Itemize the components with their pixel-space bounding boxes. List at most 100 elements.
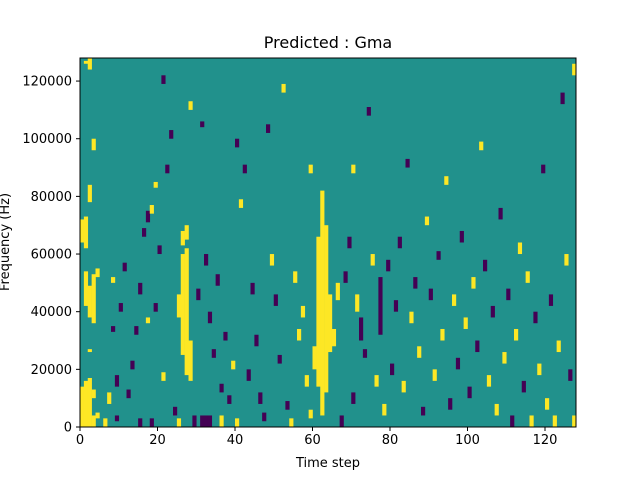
heatmap-cell (223, 331, 228, 341)
heatmap-cell (452, 294, 457, 306)
heatmap-cell (343, 271, 348, 283)
heatmap-cell (157, 245, 162, 255)
heatmap-cell (486, 375, 492, 387)
heatmap-cell (204, 254, 209, 266)
heatmap-cell (568, 369, 573, 381)
heatmap-cell (211, 349, 216, 358)
x-axis: 0 20 40 60 80 100 120 (76, 427, 557, 448)
heatmap-cell (83, 380, 89, 428)
heatmap-cell (266, 124, 271, 133)
heatmap-cell (219, 383, 224, 393)
heatmap-cell (436, 251, 441, 260)
x-tick-label: 0 (76, 433, 84, 448)
plot-frame (79, 57, 577, 428)
heatmap-cell (83, 271, 89, 306)
heatmap-cell (188, 340, 193, 381)
heatmap-cell (138, 282, 143, 295)
heatmap-cell (103, 418, 108, 427)
heatmap-cell (316, 236, 321, 387)
heatmap-cell (111, 326, 116, 332)
heatmap-cell (428, 288, 433, 301)
heatmap-cell (87, 58, 92, 70)
heatmap-cell (95, 412, 100, 419)
heatmap-cell (153, 181, 158, 188)
heatmap-cell (494, 403, 499, 416)
heatmap-cell (572, 415, 577, 427)
heatmap-cell (169, 130, 174, 139)
heatmap-cell (238, 199, 244, 208)
heatmap-cell (134, 326, 139, 335)
heatmap-cell (413, 277, 418, 289)
heatmap-cell (506, 288, 511, 301)
heatmap-cell (328, 294, 333, 353)
heatmap-cell (300, 305, 306, 318)
heatmap-cell (459, 230, 464, 243)
heatmap-cell (87, 184, 92, 203)
y-tick-label: 0 (64, 421, 72, 436)
heatmap-cell (273, 294, 278, 306)
heatmap-cell (130, 360, 135, 370)
y-tick-label: 80000 (31, 190, 72, 205)
heatmap-cell (87, 377, 92, 427)
heatmap-cell (289, 418, 294, 427)
heatmap-cell (378, 277, 383, 335)
heatmap-cell (440, 328, 445, 341)
heatmap-cell (285, 401, 290, 410)
heatmap-cell (393, 300, 399, 312)
heatmap-cell (149, 418, 154, 427)
heatmap-cell (335, 282, 340, 301)
heatmap-cell (91, 415, 96, 427)
heatmap-cell (184, 225, 189, 240)
heatmap-cell (483, 259, 488, 272)
heatmap-cell (176, 294, 182, 318)
y-tick-label: 20000 (31, 363, 72, 378)
heatmap-cell (362, 349, 368, 358)
heatmap-cell (514, 328, 519, 341)
y-axis-label: Frequency (Hz) (0, 193, 13, 291)
heatmap-cell (548, 294, 554, 306)
heatmap-cell (138, 418, 143, 427)
heatmap-cell (192, 415, 197, 427)
heatmap-cell (529, 415, 534, 427)
heatmap-cell (533, 311, 538, 324)
heatmap-cell (386, 259, 391, 272)
heatmap-cell (118, 303, 123, 312)
heatmap-cell (161, 75, 166, 84)
heatmap-cell (351, 392, 356, 404)
heatmap-cell (80, 219, 85, 243)
heatmap-cell (320, 190, 325, 416)
heatmap-cell (463, 317, 468, 329)
heatmap-cell (235, 138, 240, 148)
heatmap-cell (521, 380, 526, 393)
heatmap-cell (149, 205, 154, 214)
x-tick-label: 20 (149, 433, 166, 448)
heatmap-cell (475, 340, 480, 353)
x-tick-label: 60 (304, 433, 321, 448)
y-tick-label: 120000 (22, 75, 72, 90)
heatmap-cell (161, 372, 166, 381)
heatmap-cell (479, 141, 484, 151)
heatmap-cell (200, 121, 205, 128)
heatmap-cell (231, 360, 236, 370)
heatmap-cell (545, 398, 550, 410)
heatmap-cell (366, 107, 371, 116)
x-tick-label: 100 (455, 433, 480, 448)
heatmap-cell (277, 354, 282, 364)
heatmap-cell (397, 236, 402, 249)
heatmap-cell (142, 228, 147, 237)
heatmap-cell (374, 375, 379, 387)
y-tick-label: 100000 (22, 132, 72, 147)
heatmap-cell (444, 176, 449, 185)
heatmap-cell (471, 277, 476, 289)
heatmap-cell (114, 375, 120, 387)
heatmap-cell (83, 216, 89, 249)
heatmap-cell (87, 349, 92, 353)
heatmap-cell (269, 254, 275, 266)
heatmap-cell (421, 406, 426, 416)
heatmap-cell (242, 164, 247, 174)
heatmap-cell (114, 415, 120, 422)
heatmap-cell (126, 389, 131, 399)
heatmap-cell (219, 415, 224, 427)
heatmap-cell (556, 340, 561, 353)
